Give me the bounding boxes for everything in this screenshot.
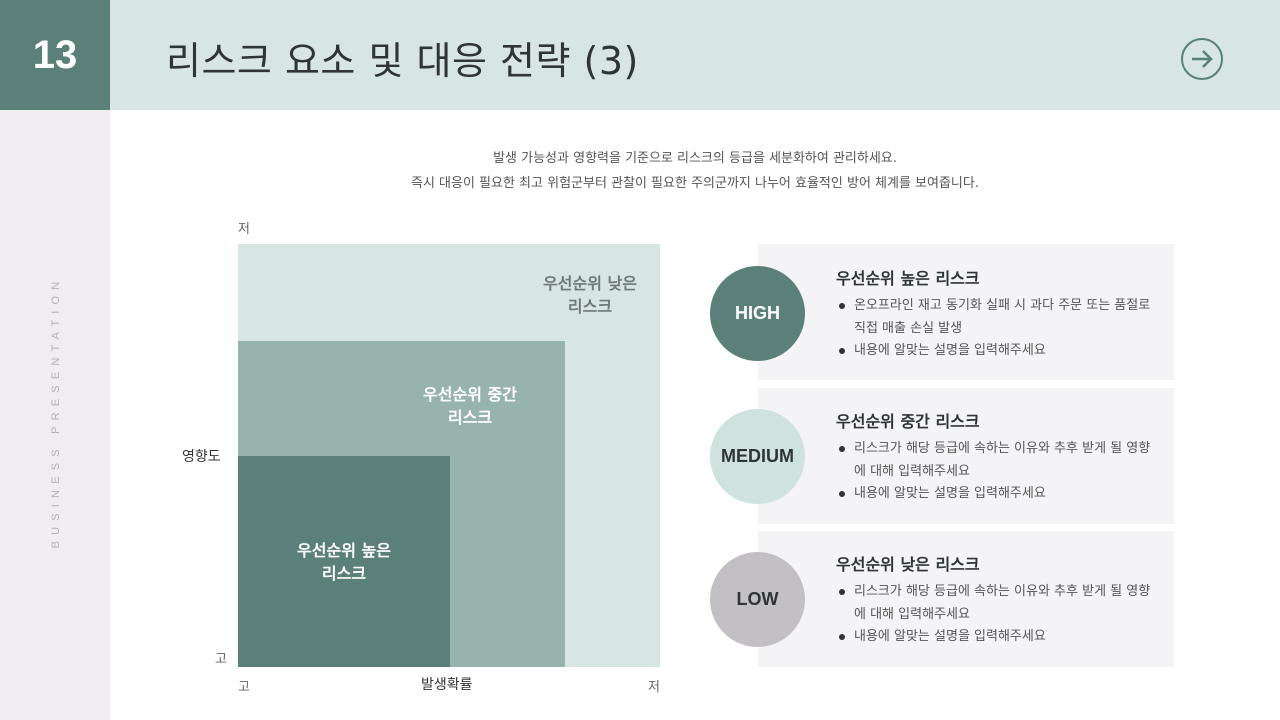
- zone-high: [238, 456, 450, 667]
- badge-low: LOW: [710, 552, 805, 647]
- card-title-medium: 우선순위 중간 리스크: [836, 412, 980, 431]
- bullet-item: 내용에 알맞는 설명을 입력해주세요: [838, 483, 1158, 506]
- page-title: 리스크 요소 및 대응 전략 (3): [166, 39, 639, 83]
- sidebar: [0, 110, 110, 720]
- intro-line-1: 발생 가능성과 영향력을 기준으로 리스크의 등급을 세분화하여 관리하세요.: [493, 151, 897, 166]
- zone-medium-label: 우선순위 중간 리스크: [423, 385, 517, 427]
- header-bar: 리스크 요소 및 대응 전략 (3): [110, 0, 1280, 110]
- x-axis-right-label: 저: [648, 680, 660, 695]
- card-title-high: 우선순위 높은 리스크: [836, 269, 980, 288]
- bullet-item: 리스크가 해당 등급에 속하는 이유와 추후 받게 될 영향에 대해 입력해주세…: [838, 581, 1158, 626]
- badge-medium: MEDIUM: [710, 409, 805, 504]
- zone-high-label: 우선순위 높은 리스크: [297, 541, 391, 583]
- next-slide-button[interactable]: [1181, 38, 1223, 80]
- card-bullets-low: 리스크가 해당 등급에 속하는 이유와 추후 받게 될 영향에 대해 입력해주세…: [838, 581, 1158, 649]
- badge-high: HIGH: [710, 266, 805, 361]
- card-title-low: 우선순위 낮은 리스크: [836, 555, 980, 574]
- risk-card-low: [758, 531, 1174, 667]
- slide-number: 13: [0, 0, 110, 110]
- intro-line-2: 즉시 대응이 필요한 최고 위험군부터 관찰이 필요한 주의군까지 나누어 효율…: [410, 176, 979, 191]
- zone-low-label: 우선순위 낮은 리스크: [543, 274, 637, 316]
- risk-card-high: [758, 244, 1174, 380]
- y-axis-bottom-label: 고: [215, 652, 227, 667]
- risk-card-medium: [758, 388, 1174, 524]
- bullet-item: 내용에 알맞는 설명을 입력해주세요: [838, 626, 1158, 649]
- bullet-item: 내용에 알맞는 설명을 입력해주세요: [838, 340, 1158, 363]
- card-bullets-high: 온오프라인 재고 동기화 실패 시 과다 주문 또는 품절로 직접 매출 손실 …: [838, 295, 1158, 363]
- x-axis-label: 발생확률: [421, 677, 473, 693]
- arrow-right-circle-icon: [1192, 50, 1213, 68]
- side-label: BUSINESS PRESENTATION: [50, 275, 62, 549]
- y-axis-top-label: 저: [238, 222, 250, 237]
- bullet-item: 리스크가 해당 등급에 속하는 이유와 추후 받게 될 영향에 대해 입력해주세…: [838, 438, 1158, 483]
- y-axis-label: 영향도: [182, 449, 221, 465]
- bullet-item: 온오프라인 재고 동기화 실패 시 과다 주문 또는 품절로 직접 매출 손실 …: [838, 295, 1158, 340]
- x-axis-left-label: 고: [238, 680, 250, 695]
- card-bullets-medium: 리스크가 해당 등급에 속하는 이유와 추후 받게 될 영향에 대해 입력해주세…: [838, 438, 1158, 506]
- intro-text: 발생 가능성과 영향력을 기준으로 리스크의 등급을 세분화하여 관리하세요. …: [110, 146, 1280, 196]
